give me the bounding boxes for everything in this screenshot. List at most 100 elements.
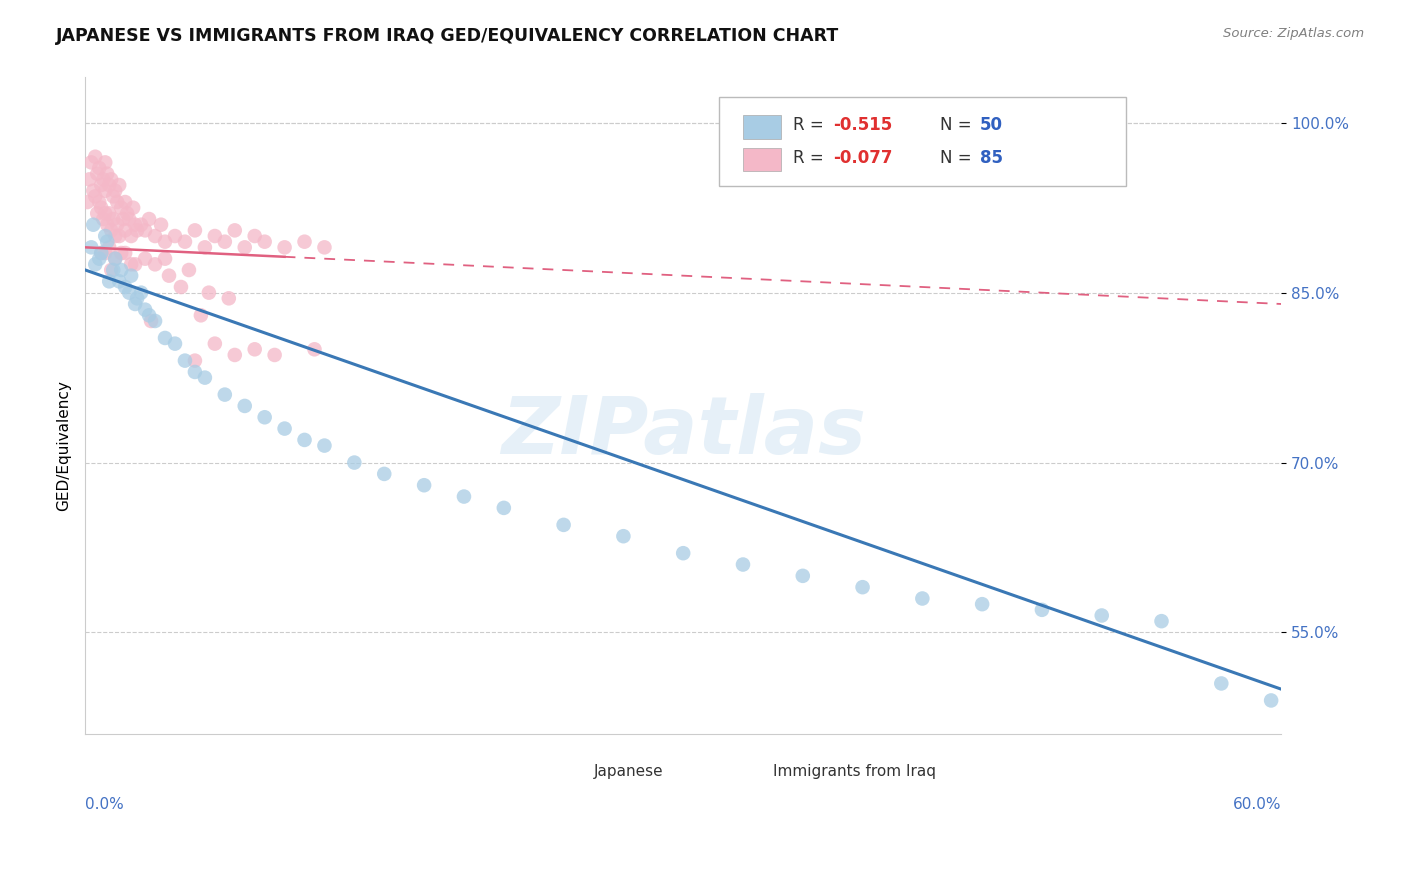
Text: 85: 85 <box>980 149 1002 167</box>
Point <box>253 235 276 249</box>
Point <box>139 314 162 328</box>
Point <box>86 206 108 220</box>
Point <box>94 184 117 198</box>
Point <box>150 218 173 232</box>
Point <box>98 178 121 192</box>
Point <box>114 223 136 237</box>
FancyBboxPatch shape <box>555 760 586 784</box>
Point <box>80 155 103 169</box>
Point <box>110 246 132 260</box>
Point <box>84 189 107 203</box>
Point <box>194 240 217 254</box>
Point <box>214 387 236 401</box>
Point <box>553 517 575 532</box>
Point <box>90 178 112 192</box>
Point <box>94 229 117 244</box>
Point <box>190 308 212 322</box>
Text: Japanese: Japanese <box>593 764 664 780</box>
Point <box>104 252 127 266</box>
Point <box>118 212 141 227</box>
Point <box>253 410 276 425</box>
Point <box>122 201 145 215</box>
Point <box>243 229 266 244</box>
Point <box>184 223 207 237</box>
Point <box>134 252 156 266</box>
Point <box>304 343 326 357</box>
Point <box>273 421 295 435</box>
Point <box>672 546 695 560</box>
Point <box>96 218 118 232</box>
Point <box>792 569 814 583</box>
Text: 60.0%: 60.0% <box>1233 797 1281 812</box>
Text: 50: 50 <box>980 116 1002 134</box>
FancyBboxPatch shape <box>742 147 782 171</box>
Point <box>911 591 934 606</box>
Point <box>96 167 118 181</box>
Point <box>851 580 873 594</box>
Point <box>194 370 217 384</box>
Point <box>153 235 176 249</box>
Text: GED/Equivalency: GED/Equivalency <box>56 381 70 511</box>
Point <box>114 280 136 294</box>
Point <box>94 155 117 169</box>
Point <box>108 229 131 244</box>
Point <box>79 172 101 186</box>
Text: -0.077: -0.077 <box>832 149 893 167</box>
Point <box>1260 693 1282 707</box>
FancyBboxPatch shape <box>742 115 782 138</box>
Point <box>204 229 226 244</box>
Point <box>163 336 186 351</box>
Text: R =: R = <box>793 149 830 167</box>
Point <box>134 302 156 317</box>
Point <box>84 257 107 271</box>
Point <box>98 206 121 220</box>
Point <box>1150 614 1173 628</box>
Point <box>103 189 125 203</box>
Point <box>86 167 108 181</box>
Point <box>134 223 156 237</box>
Point <box>157 268 180 283</box>
Point <box>89 252 111 266</box>
Point <box>343 456 366 470</box>
Point <box>294 433 316 447</box>
Point <box>138 308 160 322</box>
Point <box>170 280 193 294</box>
Point <box>124 218 146 232</box>
Point <box>129 218 152 232</box>
Point <box>118 285 141 300</box>
Point <box>143 229 166 244</box>
Point <box>120 229 142 244</box>
Point <box>263 348 285 362</box>
Point <box>91 172 114 186</box>
Text: N =: N = <box>941 149 977 167</box>
Point <box>94 246 117 260</box>
Text: 0.0%: 0.0% <box>86 797 124 812</box>
Point <box>163 229 186 244</box>
Point <box>96 235 118 249</box>
Point <box>103 212 125 227</box>
Point <box>76 195 98 210</box>
Text: Immigrants from Iraq: Immigrants from Iraq <box>773 764 936 780</box>
Point <box>98 240 121 254</box>
Point <box>120 257 142 271</box>
Point <box>90 201 112 215</box>
Point <box>114 246 136 260</box>
Point <box>1031 603 1053 617</box>
Point <box>413 478 436 492</box>
Point <box>100 223 122 237</box>
Point <box>84 150 107 164</box>
Point <box>105 195 128 210</box>
Point <box>105 218 128 232</box>
Point <box>91 212 114 227</box>
Point <box>177 263 200 277</box>
Point <box>314 439 336 453</box>
Point <box>103 263 125 277</box>
Point <box>112 212 135 227</box>
Point <box>143 257 166 271</box>
Point <box>120 268 142 283</box>
Text: Source: ZipAtlas.com: Source: ZipAtlas.com <box>1223 27 1364 40</box>
Point <box>453 490 475 504</box>
Point <box>104 252 127 266</box>
Point <box>124 297 146 311</box>
Point <box>224 223 246 237</box>
